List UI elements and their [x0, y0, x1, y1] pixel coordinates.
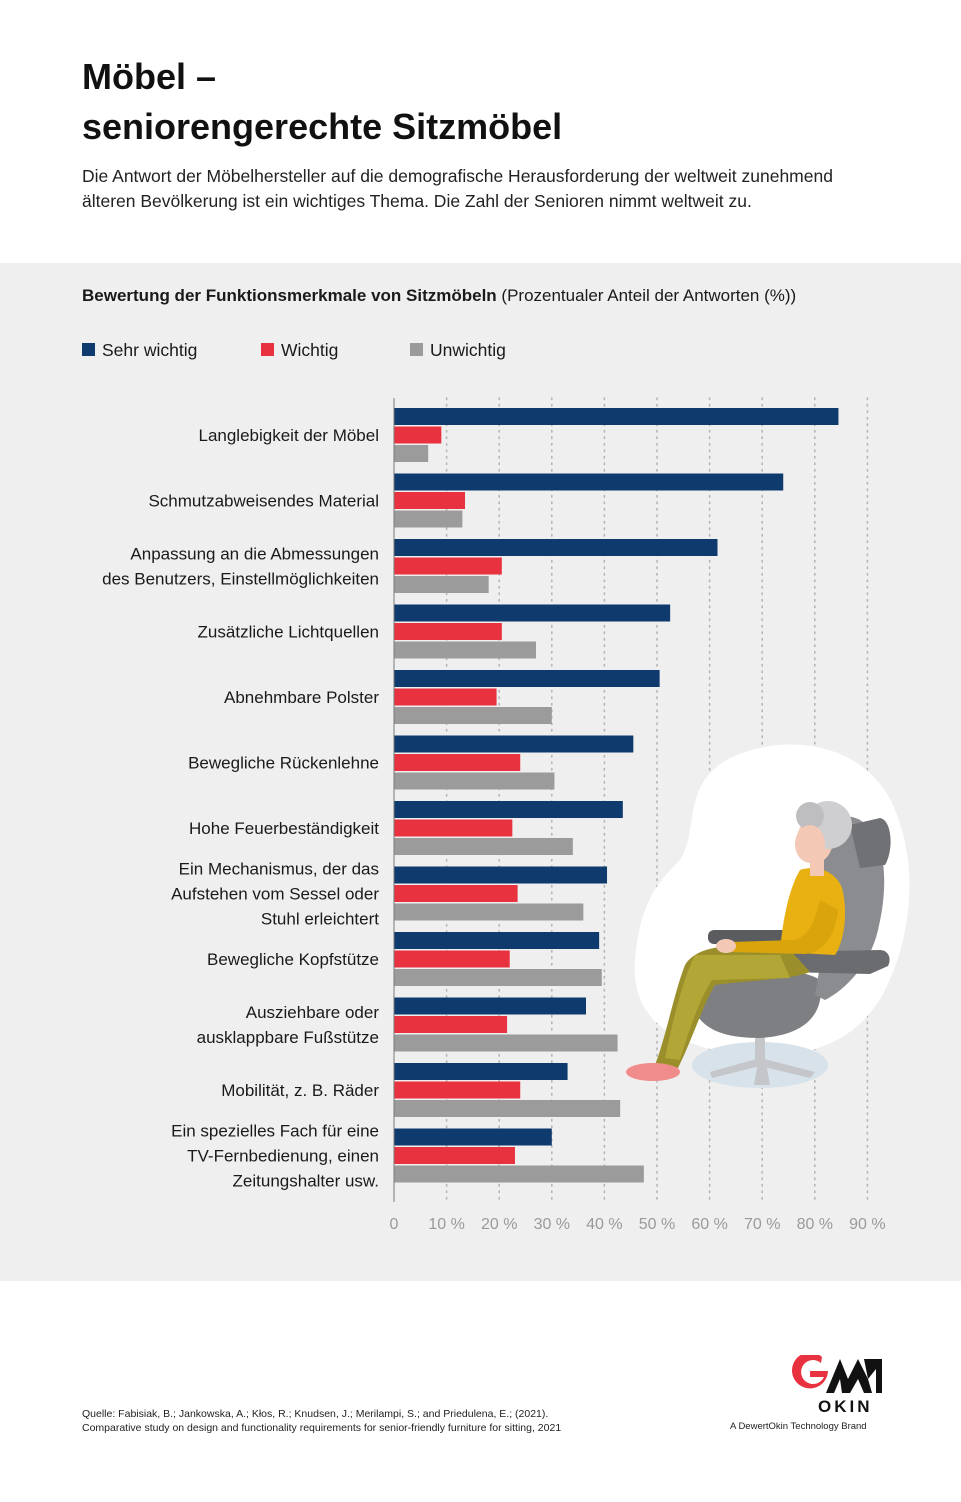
x-tick-label: 40 % — [586, 1216, 622, 1233]
source-line-1: Quelle: Fabisiak, B.; Jankowska, A.; Kło… — [82, 1408, 549, 1420]
okin-logo-icon — [792, 1355, 882, 1393]
bar-wichtig — [394, 950, 510, 968]
bar-wichtig — [394, 688, 497, 706]
category-label: Ein Mechanismus, der das — [179, 860, 379, 879]
bar-sehr-wichtig — [394, 473, 784, 491]
logo-tagline: A DewertOkin Technology Brand — [730, 1421, 867, 1432]
chair-base — [710, 1030, 815, 1085]
bar-unwichtig — [394, 903, 584, 921]
x-tick-label: 0 — [390, 1216, 399, 1233]
person-hair-bun — [796, 802, 824, 830]
chart-heading-bold: Bewertung der Funktionsmerkmale von Sitz… — [82, 286, 497, 305]
person-face-front — [795, 825, 825, 863]
category-label: Abnehmbare Polster — [224, 688, 379, 707]
chair-armrest — [785, 950, 890, 974]
category-label: Hohe Feuerbeständigkeit — [189, 819, 379, 838]
bar-sehr-wichtig — [394, 997, 586, 1015]
bar-sehr-wichtig — [394, 801, 623, 818]
category-label: Stuhl erleichtert — [261, 910, 379, 929]
bar-unwichtig — [394, 1165, 644, 1183]
bar-unwichtig — [394, 576, 489, 593]
bar-unwichtig — [394, 445, 429, 462]
legend-item-unwichtig: Unwichtig — [410, 338, 506, 362]
chart-heading-rest: (Prozentualer Anteil der Antworten (%)) — [496, 286, 797, 305]
bar-sehr-wichtig — [394, 1128, 552, 1146]
bar-wichtig — [394, 819, 513, 837]
bar-sehr-wichtig — [394, 604, 671, 622]
chair-headrest — [850, 818, 891, 868]
bar-sehr-wichtig — [394, 408, 839, 425]
title-line-1: Möbel – — [82, 56, 217, 97]
chair-seat — [689, 968, 821, 1038]
bar-wichtig — [394, 754, 521, 771]
legend-label-unwichtig: Unwichtig — [430, 340, 506, 360]
x-tick-label: 10 % — [428, 1216, 464, 1233]
legend-item-sehr-wichtig: Sehr wichtig — [82, 338, 197, 362]
legend-swatch-sehr-wichtig — [82, 342, 95, 356]
category-label: des Benutzers, Einstellmöglichkeiten — [102, 570, 379, 589]
bar-unwichtig — [394, 969, 602, 986]
category-label: TV-Fernbedienung, einen — [187, 1147, 379, 1166]
senior-in-armchair-illustration — [626, 744, 910, 1088]
person-leg-front — [665, 955, 790, 1060]
category-label: Anpassung an die Abmessungen — [130, 545, 379, 564]
bar-unwichtig — [394, 772, 555, 790]
category-label: Bewegliche Rückenlehne — [188, 754, 379, 773]
legend-label-wichtig: Wichtig — [281, 340, 339, 360]
bar-sehr-wichtig — [394, 866, 608, 884]
category-label: Mobilität, z. B. Räder — [221, 1081, 379, 1100]
intro-text: Die Antwort der Möbelhersteller auf die … — [82, 166, 833, 211]
legend-label-sehr-wichtig: Sehr wichtig — [102, 340, 198, 360]
source-citation: Quelle: Fabisiak, B.; Jankowska, A.; Kło… — [82, 1407, 561, 1435]
bar-wichtig — [394, 885, 518, 902]
bar-sehr-wichtig — [394, 539, 718, 556]
x-tick-label: 20 % — [481, 1216, 517, 1233]
logo-wordmark: OKIN — [818, 1397, 873, 1416]
bar-wichtig — [394, 492, 466, 509]
bar-wichtig — [394, 1081, 521, 1099]
x-tick-label: 50 % — [639, 1216, 675, 1233]
bar-unwichtig — [394, 1034, 618, 1052]
bar-sehr-wichtig — [394, 670, 660, 687]
source-line-2: Comparative study on design and function… — [82, 1422, 562, 1434]
legend-swatch-wichtig — [261, 342, 274, 356]
person-arm — [730, 900, 838, 954]
bar-sehr-wichtig — [394, 1063, 568, 1080]
bar-unwichtig — [394, 641, 537, 659]
category-label: Ein spezielles Fach für eine — [171, 1122, 379, 1141]
x-tick-label: 80 % — [797, 1216, 833, 1233]
person-shoe — [626, 1063, 680, 1081]
category-label: Schmutzabweisendes Material — [148, 492, 379, 511]
title-line-2: seniorengerechte Sitzmöbel — [82, 106, 563, 147]
bar-unwichtig — [394, 1100, 621, 1117]
x-tick-label: 30 % — [534, 1216, 570, 1233]
bar-sehr-wichtig — [394, 932, 600, 949]
x-tick-label: 60 % — [691, 1216, 727, 1233]
bar-wichtig — [394, 623, 502, 640]
category-label: Ausziehbare oder — [246, 1003, 380, 1022]
chart-heading: Bewertung der Funktionsmerkmale von Sitz… — [82, 286, 796, 306]
page-title: Möbel – seniorengerechte Sitzmöbel — [82, 52, 562, 152]
category-label: ausklappbare Fußstütze — [197, 1028, 379, 1047]
bar-unwichtig — [394, 838, 573, 855]
bar-unwichtig — [394, 510, 463, 528]
x-tick-label: 90 % — [849, 1216, 885, 1233]
category-label: Aufstehen vom Sessel oder — [171, 885, 379, 904]
bar-wichtig — [394, 426, 442, 444]
legend-swatch-unwichtig — [410, 342, 423, 356]
category-label: Zusätzliche Lichtquellen — [198, 623, 379, 642]
x-tick-label: 70 % — [744, 1216, 780, 1233]
category-label: Zeitungshalter usw. — [233, 1172, 379, 1191]
bar-unwichtig — [394, 707, 552, 724]
legend-item-wichtig: Wichtig — [261, 338, 338, 362]
person-hand — [716, 939, 736, 953]
bar-sehr-wichtig — [394, 735, 634, 753]
bar-wichtig — [394, 557, 502, 575]
category-label: Langlebigkeit der Möbel — [198, 426, 379, 445]
category-label: Bewegliche Kopfstütze — [207, 950, 379, 969]
bar-wichtig — [394, 1147, 515, 1164]
bar-wichtig — [394, 1016, 508, 1033]
